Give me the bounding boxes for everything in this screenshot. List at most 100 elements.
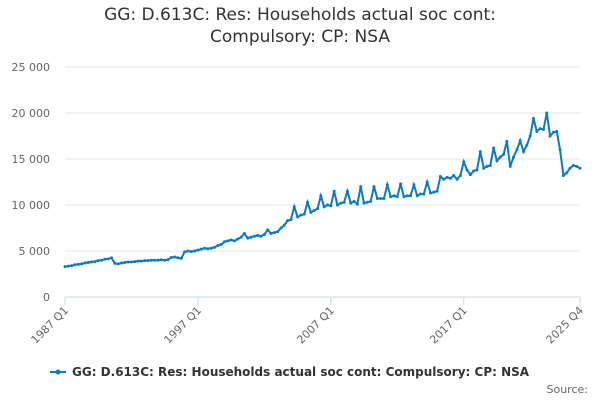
point	[515, 148, 519, 152]
point	[402, 195, 406, 199]
point	[482, 166, 486, 170]
point	[252, 234, 256, 238]
point	[372, 185, 376, 189]
point	[325, 203, 329, 207]
point	[272, 231, 276, 235]
point	[332, 189, 336, 193]
y-tick-label: 0	[43, 291, 50, 304]
point	[136, 259, 140, 263]
point	[355, 202, 359, 206]
point	[183, 250, 187, 254]
point	[173, 255, 177, 259]
point	[545, 111, 549, 115]
point	[425, 180, 429, 184]
point	[309, 210, 313, 214]
point	[282, 223, 286, 227]
point	[442, 177, 446, 181]
y-tick-label: 25 000	[12, 61, 51, 74]
point	[169, 255, 173, 259]
point	[568, 166, 572, 170]
point	[342, 200, 346, 204]
point	[316, 207, 320, 211]
point	[299, 213, 303, 217]
point	[163, 258, 167, 262]
point	[256, 233, 260, 237]
point	[379, 197, 383, 201]
point	[229, 238, 233, 242]
point	[548, 134, 552, 138]
point	[236, 237, 240, 241]
point	[525, 143, 529, 147]
point	[312, 209, 316, 213]
point	[455, 177, 459, 181]
point	[90, 260, 94, 264]
point	[561, 174, 565, 178]
point	[186, 249, 190, 253]
point	[505, 140, 509, 144]
legend-marker	[55, 369, 61, 375]
point	[558, 148, 562, 152]
point	[66, 264, 70, 268]
point	[475, 168, 479, 172]
point	[126, 260, 130, 264]
point	[541, 128, 545, 132]
point	[156, 258, 160, 262]
point	[279, 226, 283, 230]
point	[392, 194, 396, 198]
point	[206, 247, 210, 251]
point	[110, 256, 114, 260]
point	[478, 150, 482, 154]
point	[196, 248, 200, 252]
point	[139, 259, 143, 263]
point	[179, 256, 183, 260]
point	[116, 262, 120, 266]
point	[362, 201, 366, 205]
point	[415, 194, 419, 198]
point	[485, 164, 489, 168]
source: Source:	[547, 383, 589, 396]
point	[242, 232, 246, 236]
point	[488, 163, 492, 167]
point	[246, 236, 250, 240]
point	[335, 203, 339, 207]
point	[329, 204, 333, 208]
point	[176, 256, 180, 260]
y-tick-label: 10 000	[12, 199, 51, 212]
point	[419, 192, 423, 196]
point	[438, 174, 442, 178]
point	[113, 261, 117, 265]
point	[93, 260, 97, 264]
point	[365, 200, 369, 204]
point	[498, 155, 502, 159]
point	[159, 258, 163, 262]
point	[369, 199, 373, 203]
point	[472, 169, 476, 173]
point	[322, 205, 326, 209]
line	[64, 112, 581, 268]
point	[432, 190, 436, 194]
point	[166, 258, 170, 262]
y-tick-label: 5 000	[19, 245, 51, 258]
point	[106, 257, 110, 261]
point	[492, 146, 496, 150]
point	[153, 258, 157, 262]
point	[216, 243, 220, 247]
point	[262, 232, 266, 236]
point	[468, 173, 472, 177]
point	[555, 129, 559, 133]
point	[296, 215, 300, 219]
point	[143, 259, 147, 263]
point	[385, 183, 389, 187]
point	[445, 175, 449, 179]
point	[100, 258, 104, 262]
point	[149, 258, 153, 262]
x-tick-label: 1997 Q1	[161, 304, 204, 347]
point	[96, 259, 100, 263]
y-tick-label: 15 000	[12, 153, 51, 166]
point	[522, 150, 526, 154]
point	[399, 182, 403, 186]
point	[73, 263, 77, 267]
point	[306, 200, 310, 204]
x-tick-label: 2007 Q1	[294, 304, 337, 347]
